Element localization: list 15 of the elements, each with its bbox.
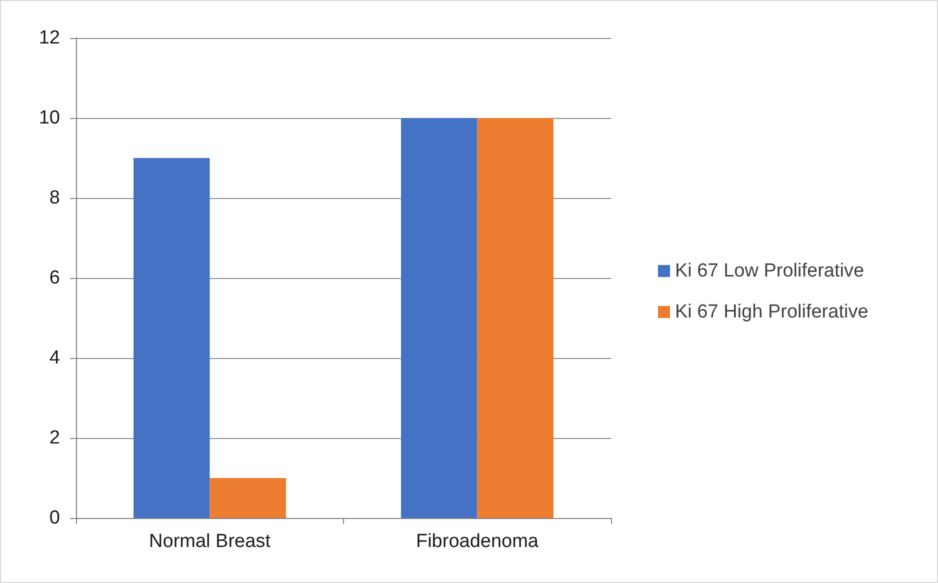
- y-tick-label: 10: [38, 108, 60, 128]
- legend-label: Ki 67 High Proliferative: [675, 302, 868, 322]
- bar: [401, 118, 478, 518]
- bar: [210, 478, 286, 518]
- x-tick-label: Fibroadenoma: [416, 531, 539, 552]
- x-tick-label: Normal Breast: [149, 531, 272, 552]
- bar: [477, 118, 554, 518]
- y-tick-label: 0: [49, 508, 60, 528]
- y-tick-label: 4: [49, 348, 60, 368]
- legend-label: Ki 67 Low Proliferative: [675, 260, 864, 282]
- y-tick-label: 12: [38, 28, 60, 48]
- y-tick-label: 8: [49, 188, 60, 208]
- y-tick-label: 2: [49, 428, 60, 448]
- bar: [134, 158, 210, 518]
- y-tick-label: 6: [49, 268, 60, 288]
